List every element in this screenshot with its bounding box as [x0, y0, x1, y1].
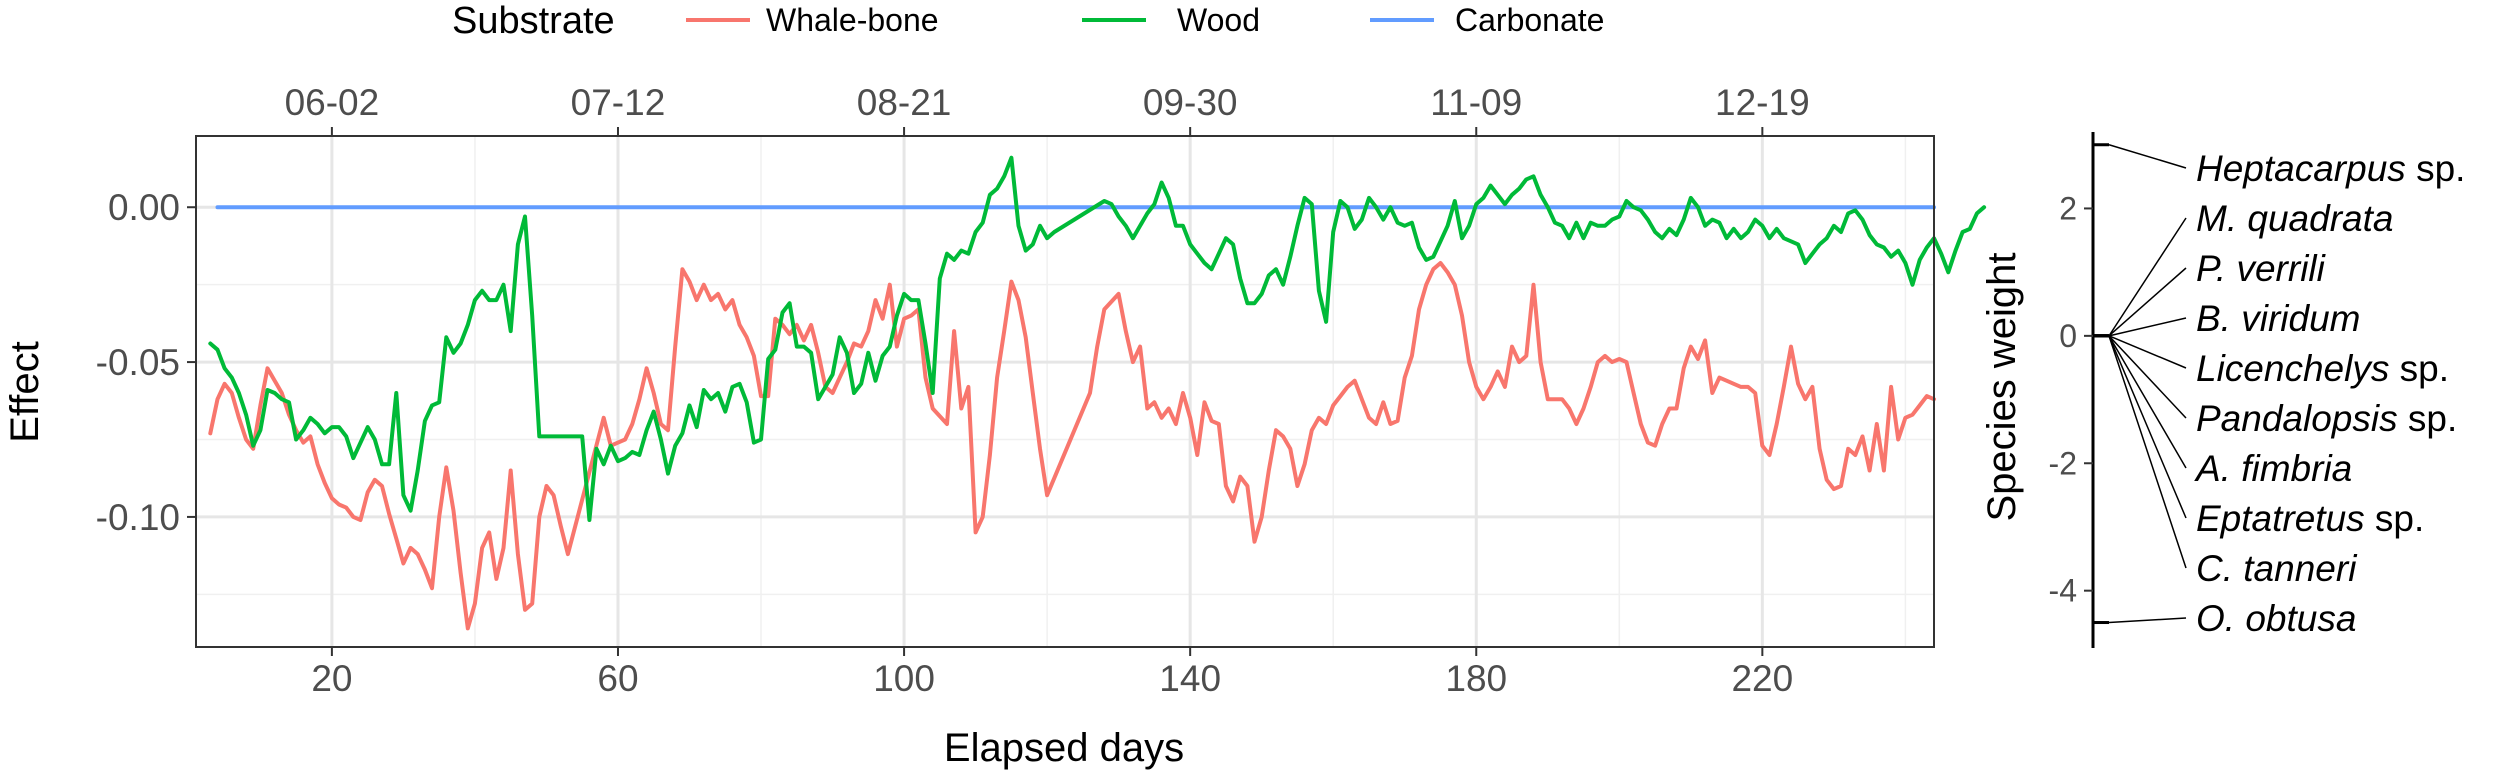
x-tick-label: 20 — [311, 658, 352, 699]
species-suffix: sp. — [2398, 398, 2458, 439]
species-leader-line — [2108, 335, 2187, 519]
legend-label-carbonate: Carbonate — [1455, 2, 1604, 38]
species-name: Pandalopsis — [2196, 398, 2398, 439]
species-leader-line — [2108, 335, 2187, 369]
plot-panel-background — [196, 136, 1934, 647]
x-tick-label: 140 — [1159, 658, 1221, 699]
weight-tick-label: 0 — [2059, 318, 2077, 354]
species-label: Eptatretus sp. — [2196, 498, 2424, 539]
series-line-wood — [208, 155, 1987, 522]
species-leader-line — [2108, 335, 2187, 419]
top-date-tick-label: 11-09 — [1430, 82, 1522, 123]
species-label: Heptacarpus sp. — [2196, 148, 2465, 189]
species-weight-axis-title: Species weight — [1980, 252, 2024, 521]
species-leader-line — [2108, 144, 2187, 169]
species-leader-line — [2108, 317, 2187, 337]
y-tick-label: 0.00 — [108, 187, 180, 228]
species-suffix: sp. — [2365, 498, 2425, 539]
species-label: P. verrili — [2196, 248, 2327, 289]
x-tick-label: 180 — [1445, 658, 1507, 699]
species-name: B. viridum — [2196, 298, 2360, 339]
species-weight-panel: Species weight 2 0 -2 -4 Heptacarpus sp. M. q… — [1980, 132, 2465, 648]
species-leader-line — [2108, 335, 2187, 569]
species-leader-line — [2108, 335, 2187, 469]
species-name: Licenchelys — [2196, 348, 2389, 389]
legend-label-whale-bone: Whale-bone — [766, 2, 939, 38]
legend-label-wood: Wood — [1177, 2, 1260, 38]
species-label: Pandalopsis sp. — [2196, 398, 2457, 439]
species-label: O. obtusa — [2196, 598, 2356, 639]
y-tick-label: -0.10 — [96, 497, 180, 538]
x-tick-label: 220 — [1731, 658, 1793, 699]
species-name: A. fimbria — [2194, 448, 2352, 489]
series-line-whale-bone — [208, 261, 1936, 631]
x-tick-label: 100 — [873, 658, 935, 699]
weight-tick-label: -2 — [2049, 445, 2077, 481]
species-name: Eptatretus — [2196, 498, 2365, 539]
top-date-tick-label: 08-21 — [857, 82, 952, 123]
species-leader-line — [2108, 617, 2187, 624]
y-tick-label: -0.05 — [96, 342, 180, 383]
species-label: M. quadrata — [2196, 198, 2393, 239]
series-lines — [208, 155, 1987, 631]
species-label: C. tanneri — [2196, 548, 2358, 589]
species-name: Heptacarpus — [2196, 148, 2406, 189]
legend: Substrate Whale-bone Wood Carbonate — [452, 0, 1604, 42]
x-axis-title: Elapsed days — [944, 726, 1184, 770]
species-leader-line — [2108, 267, 2187, 337]
species-label: Licenchelys sp. — [2196, 348, 2449, 389]
weight-tick-label: 2 — [2059, 190, 2077, 226]
x-tick-label: 60 — [597, 658, 638, 699]
top-date-tick-label: 12-19 — [1715, 82, 1810, 123]
species-label: B. viridum — [2196, 298, 2360, 339]
species-name: P. verrili — [2196, 248, 2327, 289]
top-date-tick-label: 07-12 — [571, 82, 666, 123]
plot-panel-border — [195, 135, 1935, 648]
weight-tick-label: -4 — [2049, 573, 2077, 609]
species-label: A. fimbria — [2194, 448, 2352, 489]
legend-title: Substrate — [452, 0, 615, 42]
species-name: O. obtusa — [2196, 598, 2356, 639]
species-suffix: sp. — [2406, 148, 2466, 189]
top-date-tick-label: 06-02 — [285, 82, 380, 123]
species-leader-line — [2108, 217, 2187, 337]
species-suffix: sp. — [2389, 348, 2449, 389]
y-axis-title: Effect — [3, 341, 47, 443]
axes: 20 60 100 140 180 220 0.00 -0.05 -0.10 06-02 07-12… — [96, 82, 1810, 699]
species-name: M. quadrata — [2196, 198, 2393, 239]
species-name: C. tanneri — [2196, 548, 2358, 589]
top-date-tick-label: 09-30 — [1143, 82, 1238, 123]
